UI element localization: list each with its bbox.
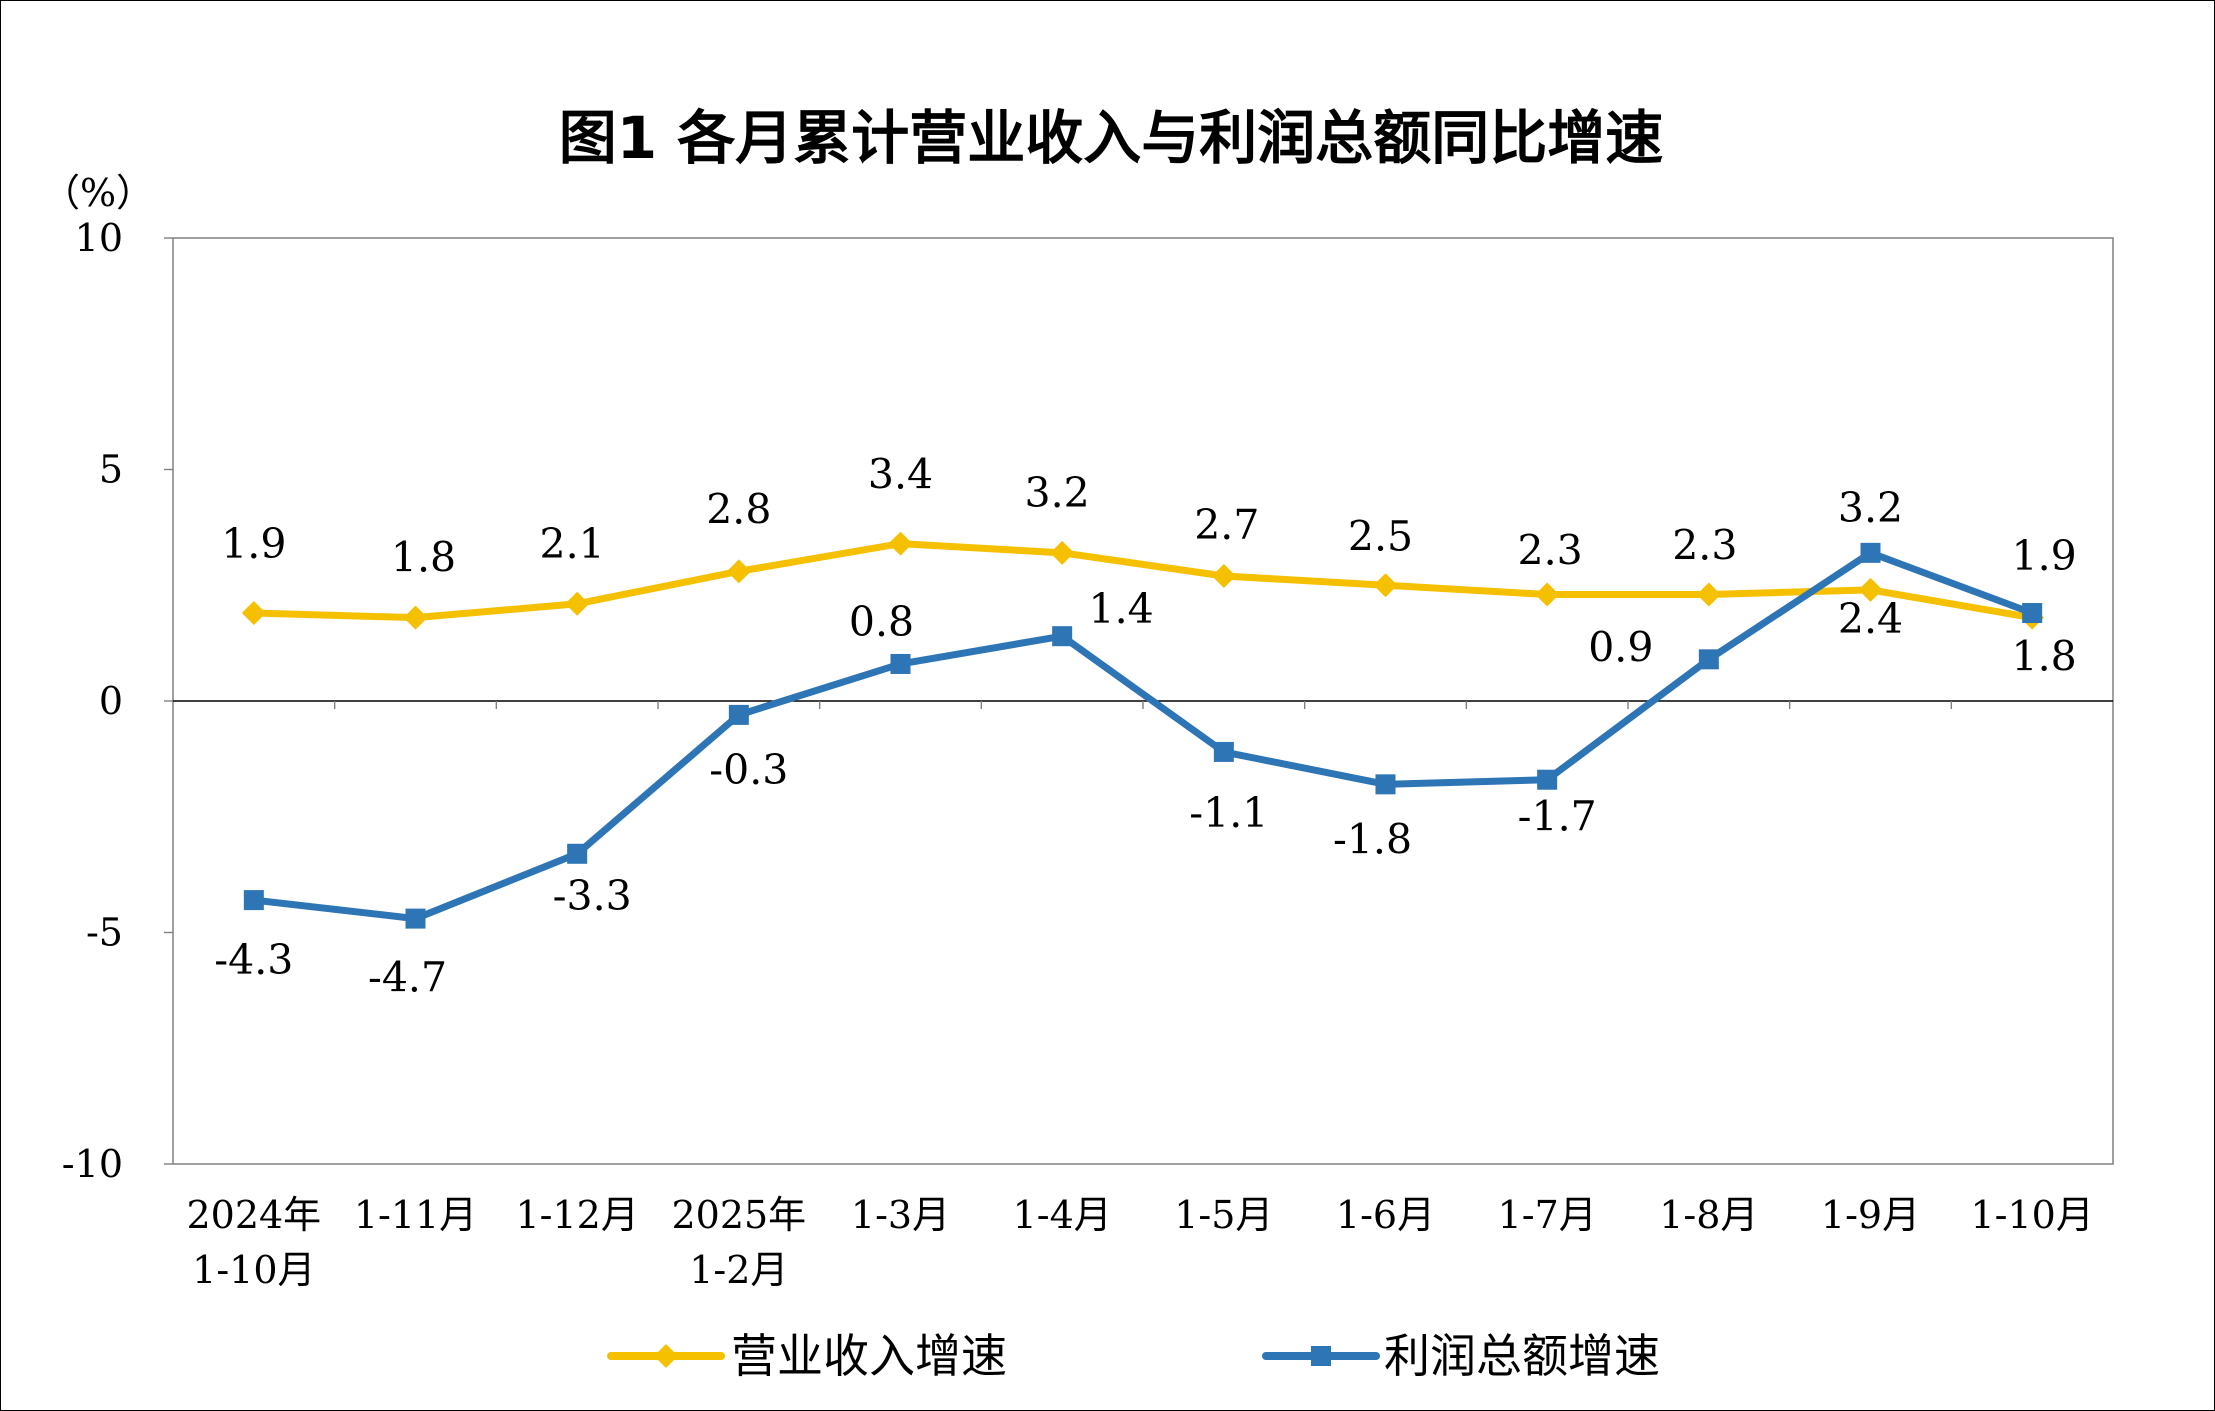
profit-growth-data-label: -4.7 xyxy=(368,954,447,1002)
profit-growth-data-label: 0.8 xyxy=(849,598,914,646)
revenue-growth-line xyxy=(250,540,2036,622)
revenue-growth-point xyxy=(726,559,751,584)
revenue-growth-point xyxy=(1050,540,1075,565)
profit-growth-point xyxy=(1860,542,1881,563)
revenue-growth-point xyxy=(241,601,266,626)
x-axis-category-label: 1-2月 xyxy=(689,1248,788,1292)
profit-growth-point xyxy=(890,653,911,674)
revenue-growth-point xyxy=(565,591,590,616)
profit-growth-data-label: -4.3 xyxy=(214,936,293,984)
x-axis-category-label: 1-9月 xyxy=(1821,1193,1920,1237)
x-axis-category-label: 1-11月 xyxy=(354,1193,477,1237)
x-axis-category-label: 1-5月 xyxy=(1174,1193,1273,1237)
revenue-growth-data-label: 1.8 xyxy=(2012,633,2077,681)
y-axis-tick-label: 10 xyxy=(75,216,123,260)
x-axis-category-label: 1-4月 xyxy=(1013,1193,1112,1237)
profit-growth-data-label: -1.7 xyxy=(1518,793,1597,841)
revenue-growth-point xyxy=(1696,582,1721,607)
x-axis-category-label: 1-7月 xyxy=(1498,1193,1597,1237)
profit-growth-data-label: 0.9 xyxy=(1588,623,1653,671)
revenue-growth-data-label: 2.3 xyxy=(1518,527,1583,575)
y-unit-label: （%） xyxy=(42,171,154,215)
profit-growth-point xyxy=(1052,626,1073,647)
revenue-growth-point xyxy=(1373,573,1398,598)
profit-growth-data-label: -1.8 xyxy=(1333,815,1412,863)
x-axis-category-label: 1-12月 xyxy=(515,1193,638,1237)
profit-growth-point xyxy=(1213,741,1234,762)
revenue-growth-data-label: 1.8 xyxy=(391,534,456,582)
revenue-growth-data-label: 2.8 xyxy=(706,485,771,533)
x-axis-category-label: 2024年 xyxy=(186,1193,321,1237)
profit-growth-point xyxy=(1537,769,1558,790)
revenue-growth-data-label: 2.7 xyxy=(1194,501,1259,549)
y-axis-tick-label: 0 xyxy=(99,679,123,723)
profit-growth-data-label: -0.3 xyxy=(709,746,788,794)
revenue-growth-point xyxy=(403,605,428,630)
revenue-growth-point xyxy=(1211,563,1236,588)
revenue-growth-point xyxy=(1858,577,1883,602)
profit-growth-data-label: -3.3 xyxy=(553,872,632,920)
profit-growth-data-label: 1.9 xyxy=(2012,532,2077,580)
x-axis-category-label: 1-6月 xyxy=(1336,1193,1435,1237)
x-axis-category-label: 2025年 xyxy=(671,1193,806,1237)
profit-growth-point xyxy=(405,908,426,929)
profit-growth-point xyxy=(2022,603,2043,624)
x-axis-category-label: 1-10月 xyxy=(1970,1193,2093,1237)
y-axis-tick-label: -10 xyxy=(62,1142,123,1186)
x-axis-category-label: 1-10月 xyxy=(192,1248,315,1292)
profit-growth-data-label: -1.1 xyxy=(1189,789,1268,837)
revenue-growth-legend-label: 营业收入增速 xyxy=(731,1329,1007,1383)
profit-growth-data-label: 3.2 xyxy=(1838,484,1903,532)
profit-growth-line xyxy=(250,549,2036,923)
y-axis-tick-label: 5 xyxy=(99,448,123,492)
x-axis-category-label: 1-3月 xyxy=(851,1193,950,1237)
profit-growth-data-label: 1.4 xyxy=(1089,585,1154,633)
revenue-growth-data-label: 3.4 xyxy=(868,451,933,499)
profit-growth-legend-label: 利润总额增速 xyxy=(1384,1329,1660,1383)
profit-growth-point xyxy=(243,890,264,911)
revenue-growth-data-label: 2.5 xyxy=(1348,512,1413,560)
revenue-growth-data-label: 1.9 xyxy=(221,520,286,568)
profit-growth-legend-marker xyxy=(1311,1346,1331,1366)
x-axis-category-label: 1-8月 xyxy=(1659,1193,1758,1237)
revenue-growth-point xyxy=(1535,582,1560,607)
chart-title: 图1 各月累计营业收入与利润总额同比增速 xyxy=(559,104,1664,172)
profit-growth-point xyxy=(728,704,749,725)
revenue-growth-data-label: 2.3 xyxy=(1672,522,1737,570)
y-axis-tick-label: -5 xyxy=(86,911,123,955)
profit-growth-point xyxy=(567,843,588,864)
revenue-growth-data-label: 2.4 xyxy=(1838,595,1903,643)
revenue-growth-legend-marker xyxy=(654,1344,678,1368)
revenue-growth-data-label: 3.2 xyxy=(1025,469,1090,517)
revenue-growth-point xyxy=(888,531,913,556)
profit-growth-point xyxy=(1375,774,1396,795)
profit-growth-point xyxy=(1698,649,1719,670)
revenue-growth-data-label: 2.1 xyxy=(540,520,605,568)
